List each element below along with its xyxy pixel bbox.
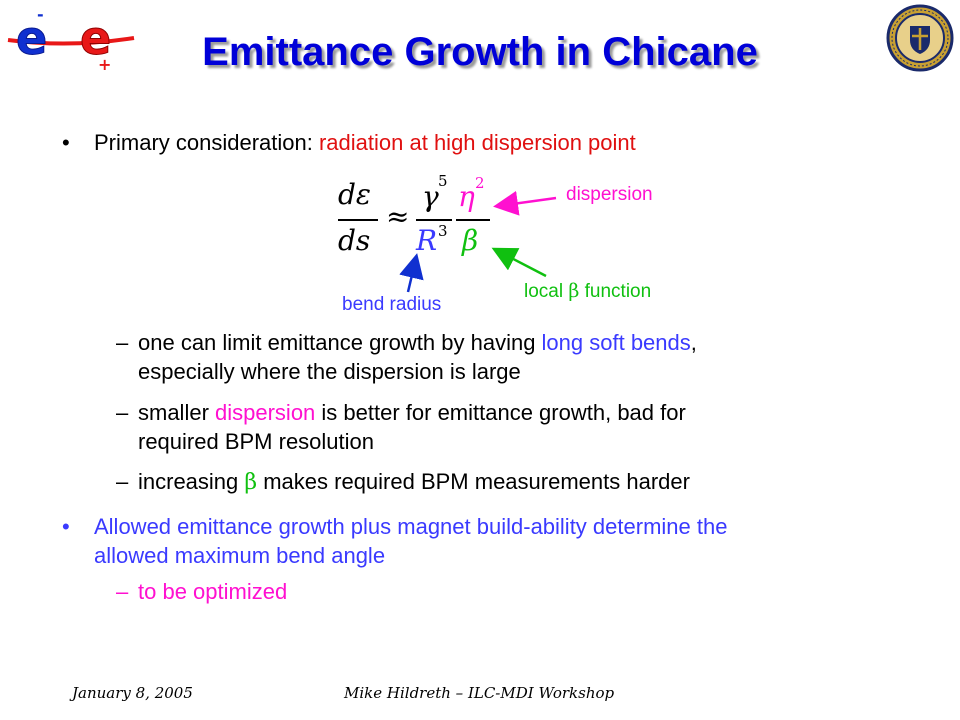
bullet-1-lead: Primary consideration: (94, 130, 319, 155)
sub-bullet-2-line2: required BPM resolution (138, 429, 375, 454)
local-beta-arrow (491, 247, 547, 278)
logo-letter-right: e (80, 11, 111, 65)
local-beta-post: function (579, 281, 652, 302)
sub-3-beta: β (244, 470, 258, 495)
logo-swoosh (7, 36, 135, 46)
emittance-equation: dε ds ≈ γ 5 R 3 η 2 β (330, 172, 500, 264)
footer-date: January 8, 2005 (72, 684, 193, 702)
sub-2-a: smaller (138, 400, 216, 425)
bend-radius-label: bend radius (342, 294, 442, 315)
sub-bullet-1-line2: especially where the dispersion is large (138, 359, 521, 384)
eq-num-right-exp: 2 (475, 174, 485, 192)
eq-num-mid: γ (422, 180, 439, 213)
eq-den-mid-exp: 3 (438, 222, 448, 240)
local-beta-label: local β function (524, 280, 651, 303)
local-beta-pre: local (524, 281, 569, 302)
eq-frac-line-right (456, 219, 490, 221)
notre-dame-seal (886, 4, 954, 72)
dispersion-label: dispersion (566, 184, 653, 205)
eq-frac-line-left (338, 219, 378, 221)
eq-num-mid-exp: 5 (438, 172, 448, 190)
bullet-1: • (62, 128, 70, 157)
eq-num-right: η (458, 180, 475, 213)
sub-1-b: long soft bends (541, 330, 691, 355)
sub-3-c: makes required BPM measurements harder (257, 469, 690, 494)
sub-bullet-1-dash: – (116, 330, 129, 355)
bullet-marker: • (62, 130, 70, 155)
dispersion-arrow (493, 190, 557, 216)
logo-letter-left: e (16, 11, 47, 65)
sub-bullet-2-line1: smaller dispersion is better for emittan… (138, 398, 686, 427)
eq-den-mid: R (416, 224, 438, 257)
logo-plus: + (98, 55, 111, 72)
slide-title: Emittance Growth in Chicane (202, 30, 758, 74)
sub-bullet-3-line: increasing β makes required BPM measurem… (138, 467, 690, 497)
footer-author: Mike Hildreth – ILC-MDI Workshop (344, 684, 615, 702)
ee-logo: e e - + (7, 8, 135, 72)
sub-2-b: dispersion (215, 400, 316, 425)
sub-1-a: one can limit emittance growth by having (138, 330, 542, 355)
sub-bullet-2-dash: – (116, 400, 129, 425)
sub-3-a: increasing (138, 469, 245, 494)
eq-frac-line-mid (416, 219, 452, 221)
local-beta-symbol: β (568, 280, 580, 302)
sub-bullet-4-dash: – (116, 579, 129, 604)
bullet-1-highlight: radiation at high dispersion point (318, 130, 636, 155)
eq-approx: ≈ (386, 200, 410, 233)
eq-den-right: β (462, 224, 479, 257)
eq-den-left: ds (338, 224, 371, 257)
bullet-2-marker: • (62, 514, 70, 539)
sub-bullet-1-line1: one can limit emittance growth by having… (138, 328, 697, 357)
sub-1-c: , (690, 330, 697, 355)
eq-num-left: dε (338, 178, 371, 211)
bullet-1-text: Primary consideration: radiation at high… (94, 128, 636, 157)
bullet-2-line1: Allowed emittance growth plus magnet bui… (94, 514, 728, 539)
bullet-2-line2: allowed maximum bend angle (94, 543, 386, 568)
sub-bullet-3-dash: – (116, 469, 129, 494)
sub-2-c: is better for emittance growth, bad for (315, 400, 686, 425)
logo-minus: - (37, 8, 44, 24)
sub-bullet-4-text: to be optimized (138, 579, 288, 604)
